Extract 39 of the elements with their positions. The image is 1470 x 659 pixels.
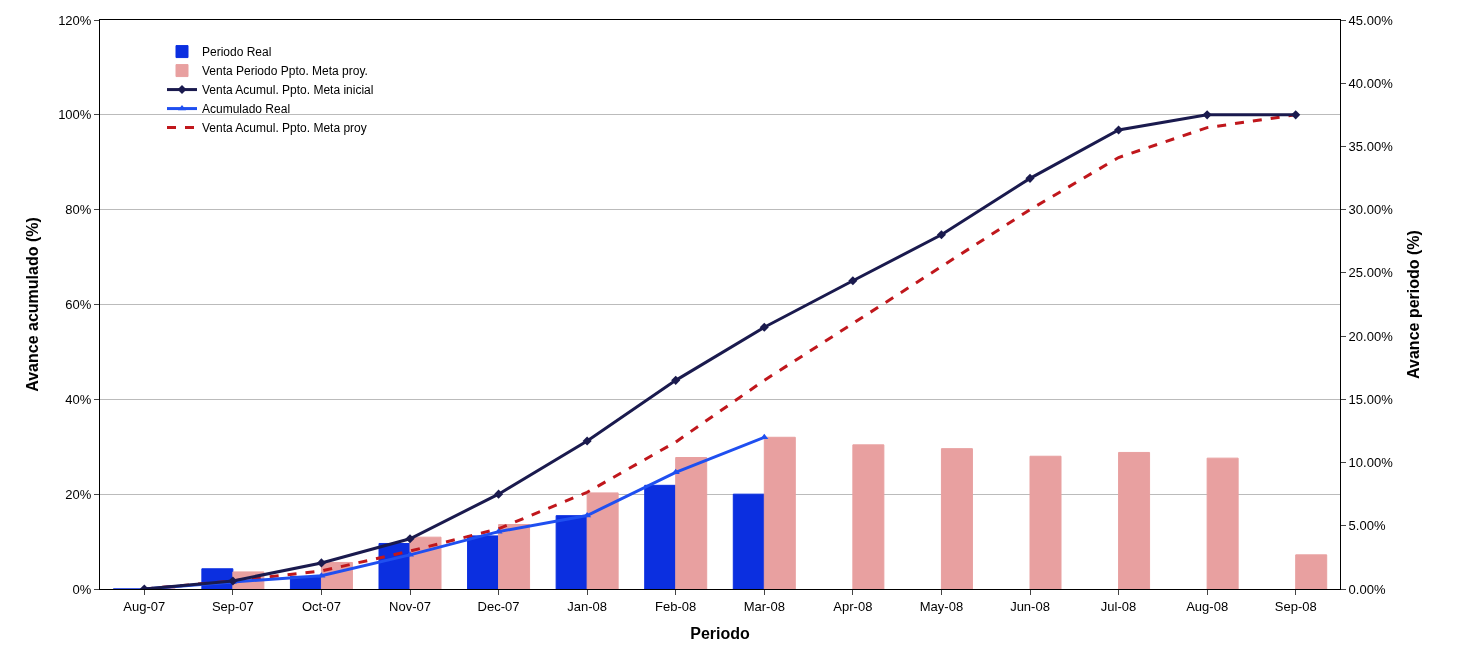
x-tick-label: Aug-08 <box>1186 598 1229 614</box>
x-tick-label: Jul-08 <box>1100 598 1137 614</box>
y2-tick-label: 15.00% <box>1348 391 1394 407</box>
x-tick-label: Aug-07 <box>123 598 166 614</box>
x-tick-label: Mar-08 <box>743 598 785 614</box>
y2-tick-label: 40.00% <box>1348 75 1394 91</box>
x-tick-label: Apr-08 <box>833 598 873 614</box>
y-tick-label: 0% <box>72 581 92 597</box>
legend-label: Venta Periodo Ppto. Meta proy. <box>202 64 368 79</box>
x-tick-label: Jan-08 <box>567 598 608 614</box>
legend-label: Venta Acumul. Ppto. Meta inicial <box>202 83 374 98</box>
x-tick-label: Nov-07 <box>389 598 431 614</box>
y-tick-label: 80% <box>65 202 92 218</box>
legend-label: Acumulado Real <box>202 102 291 117</box>
y-tick-label: 100% <box>58 107 92 123</box>
y2-tick-label: 35.00% <box>1348 138 1394 154</box>
x-tick-label: Feb-08 <box>655 598 697 614</box>
x-tick-label: Sep-08 <box>1274 598 1317 614</box>
y-axis-title: Avance acumulado (%) <box>24 217 42 392</box>
y-tick-label: 120% <box>58 12 92 28</box>
y-tick-label: 40% <box>65 391 92 407</box>
x-axis-title: Periodo <box>690 625 751 643</box>
y2-tick-label: 10.00% <box>1348 455 1394 471</box>
y2-tick-label: 30.00% <box>1348 202 1394 218</box>
x-tick-label: May-08 <box>919 598 964 614</box>
y2-tick-label: 45.00% <box>1348 12 1394 28</box>
y2-tick-label: 0.00% <box>1348 581 1386 597</box>
y-tick-label: 60% <box>65 297 92 313</box>
y2-axis-title: Avance periodo (%) <box>1404 230 1422 379</box>
y2-tick-label: 20.00% <box>1348 328 1394 344</box>
x-tick-label: Oct-07 <box>301 598 341 614</box>
y2-tick-label: 5.00% <box>1348 518 1386 534</box>
y2-tick-label: 25.00% <box>1348 265 1394 281</box>
x-tick-label: Sep-07 <box>211 598 254 614</box>
legend-label: Venta Acumul. Ppto. Meta proy <box>202 121 367 136</box>
legend-label: Periodo Real <box>202 45 272 60</box>
y-tick-label: 20% <box>65 486 92 502</box>
x-tick-label: Jun-08 <box>1010 598 1050 614</box>
x-tick-label: Dec-07 <box>477 598 520 614</box>
